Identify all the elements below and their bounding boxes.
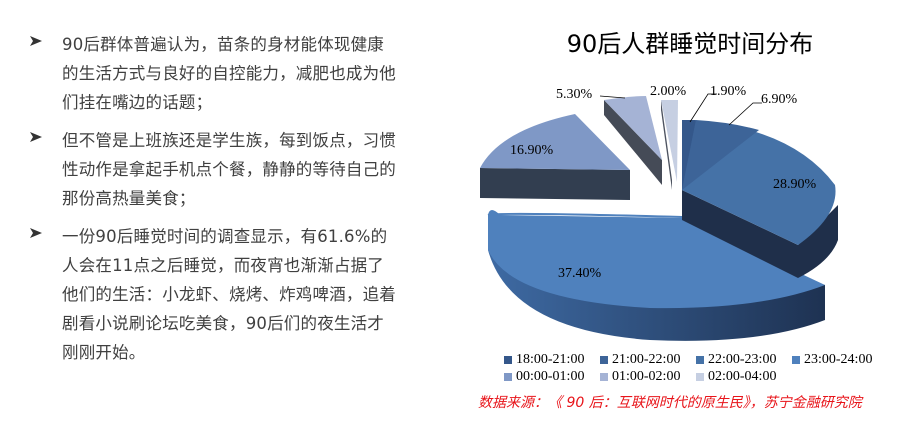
bullet-item: 但不管是上班族还是学生族，每到饭点，习惯性动作是拿起手机点个餐，静静的等待自己的… [30, 126, 400, 213]
bullet-text: 但不管是上班族还是学生族，每到饭点，习惯性动作是拿起手机点个餐，静静的等待自己的… [62, 131, 396, 208]
slice-21-22 [682, 120, 759, 190]
legend-swatch [600, 372, 608, 381]
legend-item: 23:00-24:00 [792, 352, 888, 368]
label-28-90: 28.90% [773, 177, 817, 192]
slice-23-24 [488, 210, 825, 309]
label-1-90: 1.90% [710, 84, 747, 99]
pie-chart: 90后人群睡觉时间分布 5.30% 2.00% 1.9 [470, 0, 922, 422]
legend-swatch [696, 372, 704, 381]
bullet-list: 90后群体普遍认为，苗条的身材能体现健康的生活方式与良好的自控能力，减肥也成为他… [30, 30, 400, 376]
legend-item: 02:00-04:00 [696, 369, 792, 385]
legend-swatch [504, 355, 512, 364]
label-2-00: 2.00% [650, 84, 687, 99]
source-note: 数据来源：《 90 后：互联网时代的原生民》，苏宁金融研究院 [478, 395, 862, 411]
pie-plot: 5.30% 2.00% 1.90% 6.90% 16.90% 28.90% 37… [480, 84, 838, 341]
legend-swatch [504, 372, 512, 381]
legend-item: 22:00-23:00 [696, 352, 792, 368]
slice-02-04 [661, 100, 678, 182]
arrow-bullet-icon [30, 228, 42, 238]
label-37-40: 37.40% [558, 266, 602, 281]
chart-title: 90后人群睡觉时间分布 [566, 30, 814, 58]
legend-item: 00:00-01:00 [504, 369, 600, 385]
legend-swatch [696, 355, 704, 364]
legend-item: 21:00-22:00 [600, 352, 696, 368]
slice-01-02 [604, 96, 662, 160]
chart-legend: 18:00-21:00 21:00-22:00 22:00-23:00 23:0… [504, 351, 904, 385]
arrow-bullet-icon [30, 36, 42, 46]
slice-00-01-side [480, 168, 630, 200]
slice-00-01 [480, 114, 630, 170]
slice-18-21 [682, 120, 696, 190]
slice-01-02-side [604, 100, 662, 185]
legend-swatch [792, 355, 800, 364]
label-6-90: 6.90% [761, 92, 798, 107]
arrow-bullet-icon [30, 132, 42, 142]
legend-swatch [600, 355, 608, 364]
label-16-90: 16.90% [510, 143, 554, 158]
legend-item: 18:00-21:00 [504, 352, 600, 368]
bullet-item: 一份90后睡觉时间的调查显示，有61.6%的人会在11点之后睡觉，而夜宵也渐渐占… [30, 222, 400, 367]
bullet-item: 90后群体普遍认为，苗条的身材能体现健康的生活方式与良好的自控能力，减肥也成为他… [30, 30, 400, 117]
bullet-text: 一份90后睡觉时间的调查显示，有61.6%的人会在11点之后睡觉，而夜宵也渐渐占… [62, 227, 396, 362]
slice-22-23-side [682, 190, 838, 278]
legend-item: 01:00-02:00 [600, 369, 696, 385]
slice-02-04-side [661, 100, 672, 190]
label-5-30: 5.30% [556, 87, 593, 102]
bullet-text: 90后群体普遍认为，苗条的身材能体现健康的生活方式与良好的自控能力，减肥也成为他… [62, 35, 396, 112]
